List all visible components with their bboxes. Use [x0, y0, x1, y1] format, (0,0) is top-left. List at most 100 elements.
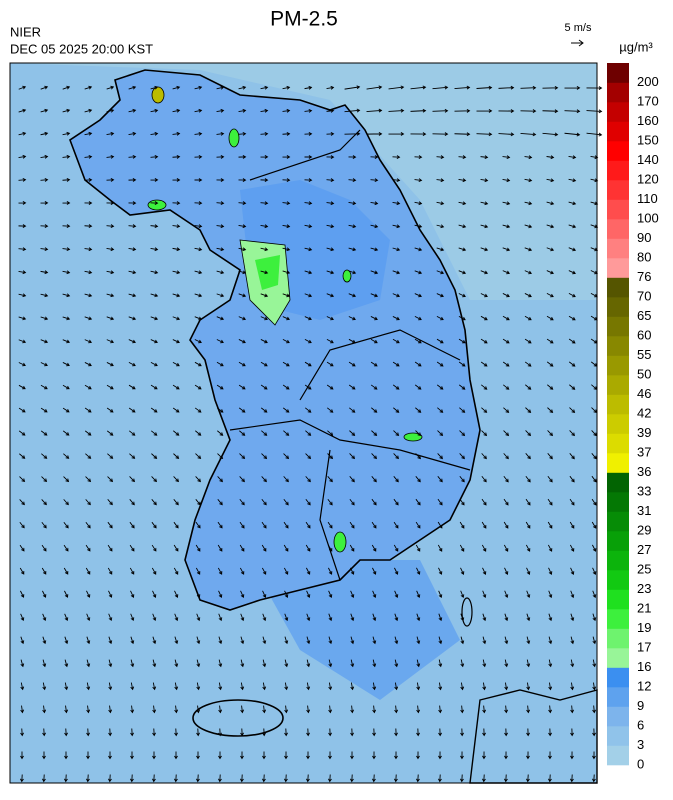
- colorbar-label: 76: [637, 269, 651, 284]
- wind-arrow: [239, 430, 246, 436]
- colorbar-swatch: [607, 726, 629, 746]
- colorbar-label: 200: [637, 74, 659, 89]
- wind-arrow: [524, 338, 532, 344]
- wind-arrow: [371, 407, 378, 413]
- wind-arrow: [20, 659, 25, 668]
- wind-arrow: [370, 270, 379, 275]
- wind-arrow: [327, 544, 333, 552]
- wind-arrow: [459, 407, 466, 413]
- wind-arrow: [394, 751, 398, 760]
- wind-arrow: [503, 430, 510, 437]
- colorbar-label: 50: [637, 366, 651, 381]
- wind-arrow: [526, 751, 530, 760]
- wind-arrow: [150, 407, 158, 413]
- wind-arrow: [238, 85, 247, 90]
- wind-arrow: [85, 476, 92, 483]
- wind-arrow: [239, 521, 245, 529]
- wind-arrow: [42, 751, 46, 760]
- wind-arrow: [195, 430, 202, 436]
- colorbar-label: 23: [637, 581, 651, 596]
- wind-arrow: [569, 521, 575, 529]
- colorbar-label: 70: [637, 288, 651, 303]
- wind-arrow: [217, 567, 223, 575]
- wind-arrow: [328, 567, 333, 575]
- wind-arrow: [18, 108, 27, 113]
- wind-arrow: [84, 247, 93, 252]
- colorbar-swatch: [607, 511, 629, 532]
- wind-arrow: [63, 544, 69, 552]
- wind-arrow: [194, 316, 203, 321]
- wind-arrow: [172, 178, 181, 182]
- wind-arrow: [304, 85, 313, 90]
- wind-arrow: [20, 682, 25, 691]
- wind-arrow: [194, 108, 203, 113]
- hotspot: [403, 432, 423, 442]
- wind-arrow: [128, 224, 137, 229]
- wind-arrow: [238, 178, 247, 182]
- wind-arrow: [151, 544, 157, 552]
- wind-arrow: [458, 224, 467, 229]
- wind-arrow: [392, 338, 400, 344]
- wind-arrow: [326, 361, 334, 367]
- wind-arrow: [152, 728, 157, 737]
- wind-arrow: [586, 132, 603, 137]
- wind-arrow: [436, 224, 445, 229]
- wind-arrow: [350, 682, 355, 691]
- wind-arrow: [128, 430, 136, 436]
- wind-arrow: [238, 407, 246, 413]
- wind-arrow: [42, 705, 47, 714]
- wind-arrow: [152, 636, 157, 645]
- wind-arrow: [216, 224, 225, 229]
- wind-arrow: [393, 407, 400, 413]
- wind-arrow: [152, 613, 157, 622]
- wind-arrow: [284, 728, 288, 737]
- wind-arrow: [547, 430, 554, 437]
- wind-arrow: [150, 131, 159, 136]
- wind-arrow: [238, 339, 246, 344]
- wind-arrow: [349, 774, 354, 783]
- wind-arrow: [524, 315, 532, 321]
- wind-arrow: [438, 613, 443, 622]
- wind-arrow: [64, 590, 69, 598]
- wind-arrow: [62, 154, 71, 159]
- colorbar-label: 29: [637, 522, 651, 537]
- colorbar-swatch: [607, 667, 629, 688]
- wind-arrow: [62, 177, 71, 182]
- wind-arrow: [542, 132, 559, 137]
- wind-arrow: [106, 293, 115, 298]
- wind-arrow: [388, 85, 405, 90]
- wind-arrow: [195, 774, 200, 783]
- wind-arrow: [196, 682, 201, 691]
- wind-arrow: [502, 247, 511, 252]
- wind-arrow: [502, 270, 511, 275]
- wind-arrow: [20, 728, 25, 737]
- wind-arrow: [85, 567, 91, 575]
- wind-arrow: [64, 751, 68, 760]
- wind-arrow: [394, 682, 399, 691]
- wind-arrow: [504, 751, 508, 760]
- map: [9, 62, 603, 784]
- wind-arrow: [481, 430, 488, 437]
- wind-arrow: [371, 544, 377, 552]
- wind-arrow: [393, 544, 399, 552]
- wind-arrow: [62, 316, 71, 321]
- wind-arrow: [19, 521, 25, 529]
- wind-arrow: [502, 224, 511, 229]
- wind-arrow: [344, 131, 361, 136]
- colorbar-swatch: [607, 258, 629, 278]
- colorbar-label: 3: [637, 737, 644, 752]
- wind-arrow: [547, 774, 552, 783]
- wind-arrow: [524, 178, 533, 183]
- wind-arrow: [63, 476, 70, 483]
- wind-arrow: [438, 682, 443, 691]
- wind-arrow: [568, 361, 576, 367]
- wind-arrow: [196, 751, 200, 760]
- colorbar-label: 46: [637, 386, 651, 401]
- wind-arrow: [437, 774, 442, 783]
- wind-arrow: [504, 705, 509, 714]
- wind-arrow: [129, 544, 135, 552]
- wind-arrow: [591, 453, 597, 460]
- colorbar-label: 42: [637, 405, 651, 420]
- wind-arrow: [392, 247, 401, 252]
- wind-arrow: [570, 636, 575, 645]
